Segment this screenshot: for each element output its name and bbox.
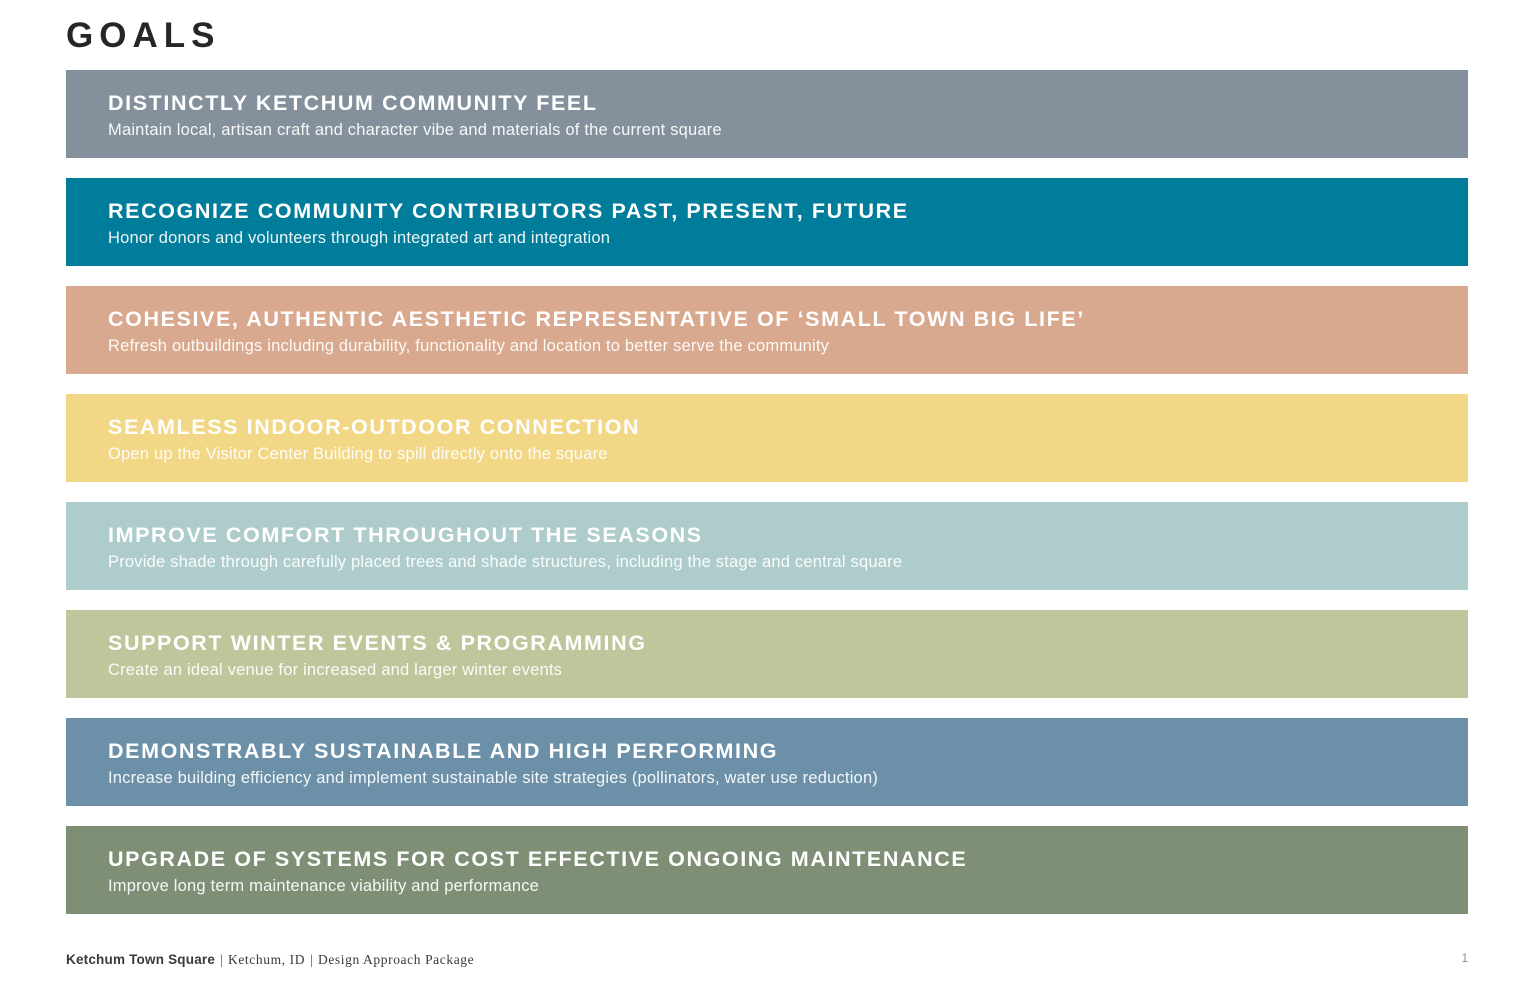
goal-description: Create an ideal venue for increased and … [108, 660, 563, 679]
goal-description: Improve long term maintenance viability … [108, 876, 540, 895]
goal-heading: DISTINCTLY KETCHUM COMMUNITY FEEL [108, 91, 598, 116]
goal-description: Maintain local, artisan craft and charac… [108, 120, 722, 139]
goal-heading: RECOGNIZE COMMUNITY CONTRIBUTORS PAST, P… [108, 199, 909, 224]
goal-bar: SEAMLESS INDOOR-OUTDOOR CONNECTION Open … [66, 394, 1468, 482]
goal-heading: DEMONSTRABLY SUSTAINABLE AND HIGH PERFOR… [108, 739, 779, 764]
goal-bar: COHESIVE, AUTHENTIC AESTHETIC REPRESENTA… [66, 286, 1468, 374]
goal-description: Open up the Visitor Center Building to s… [108, 444, 608, 463]
goal-heading: SUPPORT WINTER EVENTS & PROGRAMMING [108, 631, 647, 656]
goals-list: DISTINCTLY KETCHUM COMMUNITY FEEL Mainta… [66, 70, 1468, 934]
footer-separator: | [220, 952, 223, 967]
goal-bar: DEMONSTRABLY SUSTAINABLE AND HIGH PERFOR… [66, 718, 1468, 806]
footer-location: Ketchum, ID [227, 952, 306, 967]
goal-bar: SUPPORT WINTER EVENTS & PROGRAMMING Crea… [66, 610, 1468, 698]
goal-description: Provide shade through carefully placed t… [108, 552, 903, 571]
goal-description: Honor donors and volunteers through inte… [108, 228, 611, 247]
footer-package-name: Design Approach Package [317, 952, 475, 967]
page-title: GOALS [66, 16, 221, 55]
goal-bar: IMPROVE COMFORT THROUGHOUT THE SEASONS P… [66, 502, 1468, 590]
page-number: 1 [1461, 953, 1468, 965]
goal-heading: COHESIVE, AUTHENTIC AESTHETIC REPRESENTA… [108, 307, 1085, 332]
footer-project-name: Ketchum Town Square [66, 952, 216, 967]
footer: Ketchum Town Square | Ketchum, ID | Design A… [66, 952, 474, 968]
goal-description: Refresh outbuildings including durabilit… [108, 336, 830, 355]
goal-heading: SEAMLESS INDOOR-OUTDOOR CONNECTION [108, 415, 641, 440]
goal-bar: DISTINCTLY KETCHUM COMMUNITY FEEL Mainta… [66, 70, 1468, 158]
goal-heading: UPGRADE OF SYSTEMS FOR COST EFFECTIVE ON… [108, 847, 968, 872]
goal-bar: UPGRADE OF SYSTEMS FOR COST EFFECTIVE ON… [66, 826, 1468, 914]
goal-bar: RECOGNIZE COMMUNITY CONTRIBUTORS PAST, P… [66, 178, 1468, 266]
goal-description: Increase building efficiency and impleme… [108, 768, 879, 787]
footer-separator: | [310, 952, 313, 967]
goal-heading: IMPROVE COMFORT THROUGHOUT THE SEASONS [108, 523, 703, 548]
